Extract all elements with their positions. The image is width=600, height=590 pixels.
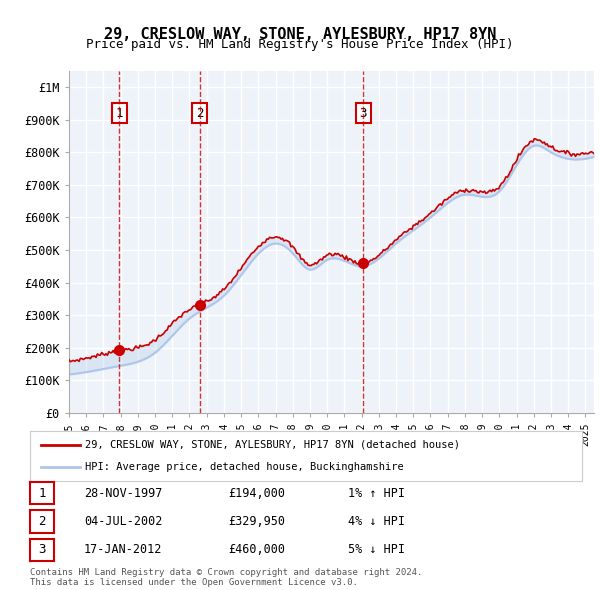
Text: 04-JUL-2002: 04-JUL-2002: [84, 515, 163, 528]
Text: £329,950: £329,950: [228, 515, 285, 528]
Text: 17-JAN-2012: 17-JAN-2012: [84, 543, 163, 556]
Text: 1: 1: [115, 107, 123, 120]
Text: 2: 2: [196, 107, 203, 120]
Text: 3: 3: [38, 543, 46, 556]
Text: 29, CRESLOW WAY, STONE, AYLESBURY, HP17 8YN: 29, CRESLOW WAY, STONE, AYLESBURY, HP17 …: [104, 27, 496, 41]
Text: £460,000: £460,000: [228, 543, 285, 556]
Text: 28-NOV-1997: 28-NOV-1997: [84, 487, 163, 500]
Text: 3: 3: [359, 107, 367, 120]
Text: Price paid vs. HM Land Registry's House Price Index (HPI): Price paid vs. HM Land Registry's House …: [86, 38, 514, 51]
Text: HPI: Average price, detached house, Buckinghamshire: HPI: Average price, detached house, Buck…: [85, 462, 404, 472]
Text: 1: 1: [38, 487, 46, 500]
Text: 29, CRESLOW WAY, STONE, AYLESBURY, HP17 8YN (detached house): 29, CRESLOW WAY, STONE, AYLESBURY, HP17 …: [85, 440, 460, 450]
Text: Contains HM Land Registry data © Crown copyright and database right 2024.
This d: Contains HM Land Registry data © Crown c…: [30, 568, 422, 587]
Text: 4% ↓ HPI: 4% ↓ HPI: [348, 515, 405, 528]
Text: 2: 2: [38, 515, 46, 528]
Text: 1% ↑ HPI: 1% ↑ HPI: [348, 487, 405, 500]
Text: £194,000: £194,000: [228, 487, 285, 500]
Text: 5% ↓ HPI: 5% ↓ HPI: [348, 543, 405, 556]
